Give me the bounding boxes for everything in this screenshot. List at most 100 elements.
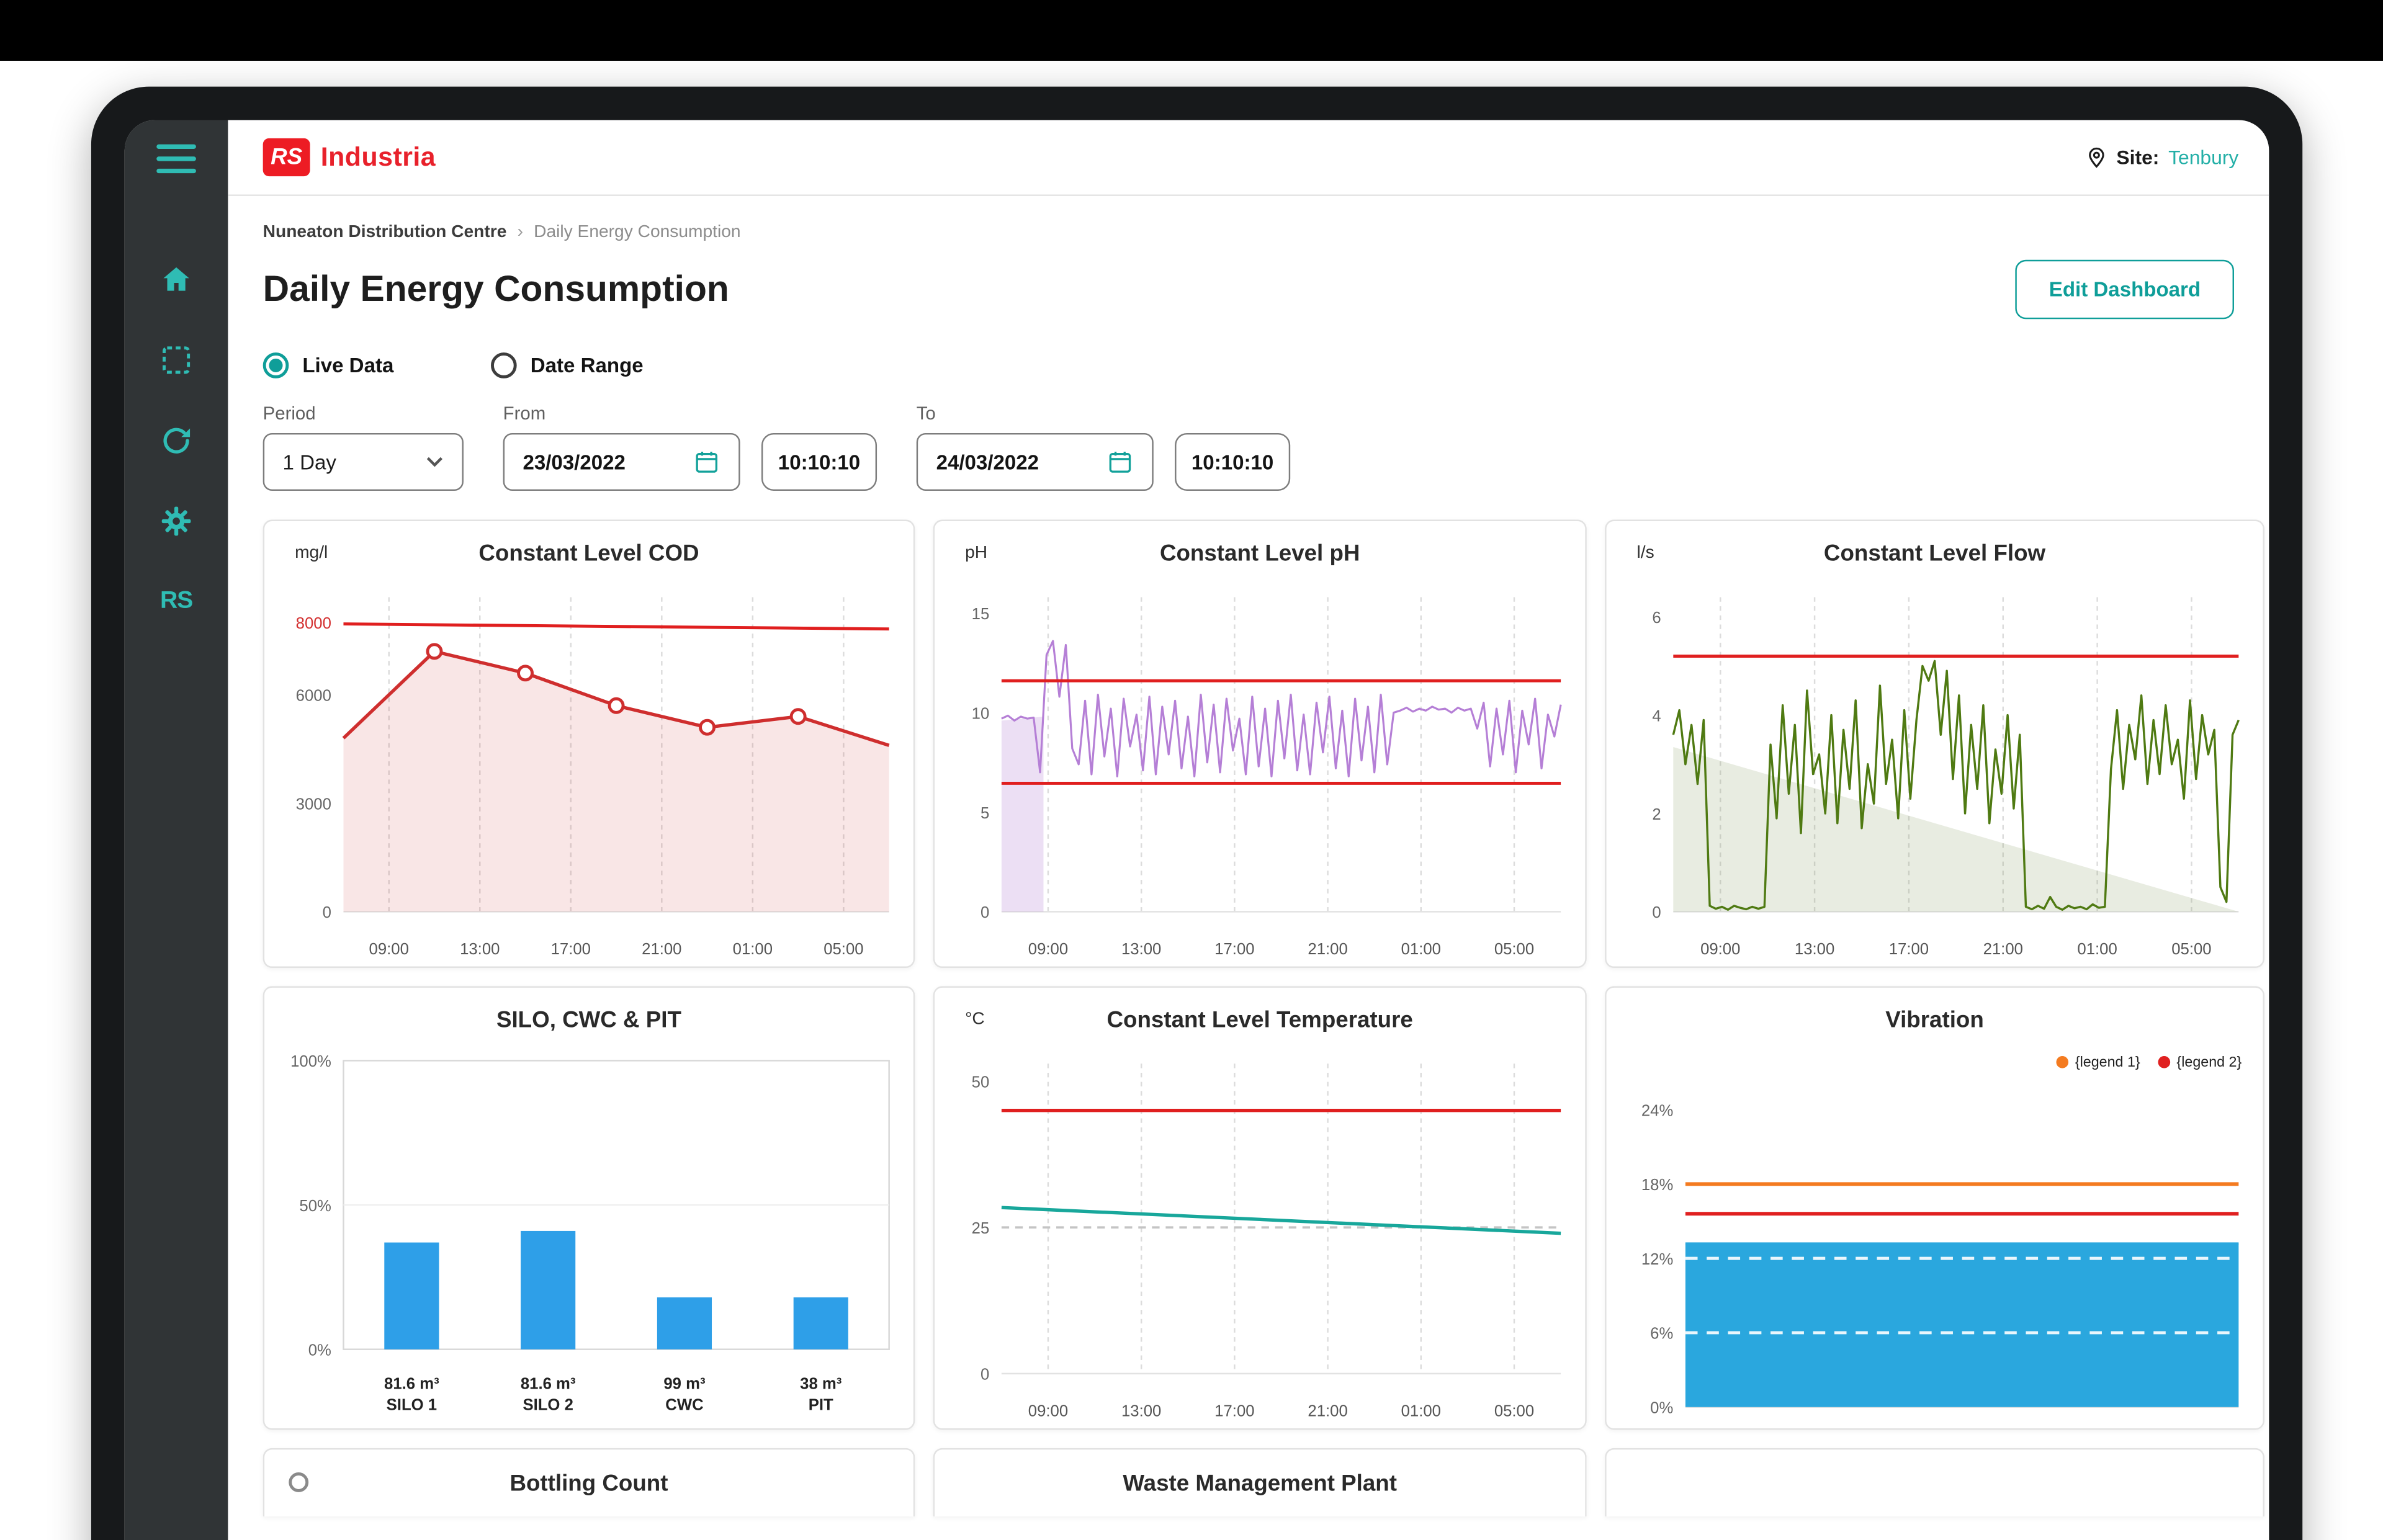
svg-text:17:00: 17:00 [1214, 1402, 1254, 1420]
to-time-input[interactable]: 10:10:10 [1175, 432, 1291, 491]
edit-dashboard-button[interactable]: Edit Dashboard [2015, 259, 2234, 320]
svg-text:09:00: 09:00 [369, 941, 409, 958]
live-data-radio[interactable]: Live Data [263, 352, 393, 378]
legend-item: {legend 1} [2057, 1054, 2140, 1070]
ph-chart: 09:00 13:00 17:00 21:00 01:00 05:00 15 10 5 0 [935, 582, 1585, 967]
svg-text:4: 4 [1652, 707, 1661, 725]
chart-card-silo: SILO, CWC & PIT 100% 50% 0% 81.6 m³ SILO 1 81… [263, 986, 915, 1430]
device-frame: RS RS Industria Site: [91, 86, 2303, 1540]
svg-text:01:00: 01:00 [1401, 941, 1441, 958]
chart-title: Vibration [1885, 1007, 1984, 1034]
to-date-input[interactable]: 24/03/2022 [916, 432, 1154, 491]
svg-text:13:00: 13:00 [1121, 941, 1161, 958]
refresh-icon [163, 428, 191, 454]
calendar-icon[interactable] [1106, 448, 1134, 475]
silo-bar-chart: 100% 50% 0% 81.6 m³ SILO 1 81.6 m³ SILO 2 99 m³… [264, 1049, 913, 1428]
svg-text:05:00: 05:00 [1494, 941, 1534, 958]
svg-text:13:00: 13:00 [460, 941, 500, 958]
brand: RS Industria [263, 138, 436, 177]
from-time-value: 10:10:10 [778, 450, 861, 473]
dashed-square-icon [163, 346, 191, 374]
chart-unit: mg/l [295, 544, 328, 563]
svg-text:17:00: 17:00 [551, 941, 591, 958]
chart-card-temperature: °C Constant Level Temperature 09:00 13:00… [933, 986, 1587, 1430]
period-select[interactable]: 1 Day [263, 432, 464, 491]
svg-text:05:00: 05:00 [1494, 1402, 1534, 1420]
radio-selected-icon [263, 352, 289, 378]
svg-text:5: 5 [981, 805, 989, 822]
svg-text:21:00: 21:00 [1308, 941, 1347, 958]
site-value: Tenbury [2168, 146, 2239, 169]
breadcrumb-root[interactable]: Nuneaton Distribution Centre [263, 223, 507, 242]
sidebar-item-settings[interactable] [159, 503, 193, 540]
from-label: From [503, 402, 546, 424]
vibration-chart: 24% 18% 12% 6% 0% [1607, 1076, 2263, 1428]
svg-text:01:00: 01:00 [733, 941, 773, 958]
date-range-radio[interactable]: Date Range [491, 352, 644, 378]
from-date-input[interactable]: 23/03/2022 [503, 432, 740, 491]
svg-text:01:00: 01:00 [1401, 1402, 1441, 1420]
svg-text:24%: 24% [1641, 1102, 1673, 1119]
calendar-icon[interactable] [693, 448, 720, 475]
svg-text:05:00: 05:00 [2171, 941, 2211, 958]
chart-card-bottling: Bottling Count [263, 1448, 915, 1517]
svg-text:21:00: 21:00 [1983, 941, 2023, 958]
chart-unit: °C [965, 1010, 985, 1029]
to-group: To 24/03/2022 [916, 403, 1291, 491]
svg-text:6%: 6% [1650, 1325, 1673, 1343]
breadcrumb-current: Daily Energy Consumption [534, 223, 741, 242]
sidebar-item-home[interactable] [159, 261, 193, 298]
from-group: From 23/03/2022 [503, 403, 877, 491]
svg-text:PIT: PIT [809, 1397, 833, 1414]
svg-text:3000: 3000 [296, 795, 331, 813]
svg-text:01:00: 01:00 [2077, 941, 2117, 958]
site-selector[interactable]: Site: Tenbury [2085, 143, 2238, 171]
period-value: 1 Day [282, 450, 336, 473]
sidebar-item-refresh[interactable] [159, 423, 193, 459]
to-time-value: 10:10:10 [1191, 450, 1274, 473]
legend-dot-icon [2158, 1056, 2171, 1068]
menu-icon[interactable] [156, 144, 196, 174]
chevron-down-icon [426, 457, 442, 467]
chart-title: Bottling Count [509, 1471, 668, 1497]
from-time-input[interactable]: 10:10:10 [761, 432, 877, 491]
svg-text:0: 0 [1652, 904, 1661, 921]
chevron-right-icon: › [517, 223, 523, 242]
period-label: Period [263, 402, 316, 424]
svg-text:81.6 m³: 81.6 m³ [521, 1375, 576, 1392]
svg-text:25: 25 [972, 1220, 990, 1237]
home-icon [163, 267, 189, 291]
sidebar-item-dashboards[interactable] [161, 342, 192, 378]
svg-text:12%: 12% [1641, 1251, 1673, 1268]
svg-text:13:00: 13:00 [1795, 941, 1834, 958]
site-label: Site: [2116, 146, 2160, 169]
chart-grid: mg/l Constant Level COD 09:00 13:00 17:00 2… [263, 519, 2264, 1517]
cod-chart: 09:00 13:00 17:00 21:00 01:00 05:00 8000 6000 30… [264, 582, 913, 967]
svg-text:50%: 50% [299, 1198, 331, 1215]
chart-card-waste: Waste Management Plant [933, 1448, 1587, 1517]
sidebar-item-rs[interactable]: RS [160, 583, 193, 620]
svg-text:0: 0 [981, 1366, 989, 1384]
period-group: Period 1 Day [263, 403, 464, 491]
mode-radios: Live Data Date Range [263, 352, 2234, 378]
filter-controls: Period 1 Day From [263, 403, 2234, 491]
page-content: Nuneaton Distribution Centre › Daily Ene… [228, 196, 2269, 1540]
title-row: Daily Energy Consumption Edit Dashboard [263, 259, 2234, 320]
temperature-chart: 09:00 13:00 17:00 21:00 01:00 05:00 50 25 0 [935, 1049, 1585, 1428]
flow-chart: 09:00 13:00 17:00 21:00 01:00 05:00 6 4 2 0 [1607, 582, 2263, 967]
date-range-label: Date Range [530, 354, 644, 377]
svg-text:17:00: 17:00 [1889, 941, 1929, 958]
vibration-legend: {legend 1} {legend 2} [1607, 1049, 2263, 1076]
chart-card-flow: l/s Constant Level Flow 09:00 13:00 17:00 2… [1605, 519, 2264, 968]
svg-text:SILO 2: SILO 2 [523, 1397, 573, 1414]
chart-title: Constant Level pH [1159, 540, 1360, 567]
to-date-value: 24/03/2022 [936, 450, 1039, 473]
svg-text:0: 0 [323, 904, 331, 921]
radio-unselected-icon [491, 352, 517, 378]
svg-text:SILO 1: SILO 1 [387, 1397, 437, 1414]
svg-text:10: 10 [972, 705, 990, 722]
svg-text:0: 0 [981, 904, 989, 921]
svg-text:99 m³: 99 m³ [663, 1375, 705, 1392]
main-area: RS Industria Site: Tenbury Nunea [228, 120, 2269, 1540]
